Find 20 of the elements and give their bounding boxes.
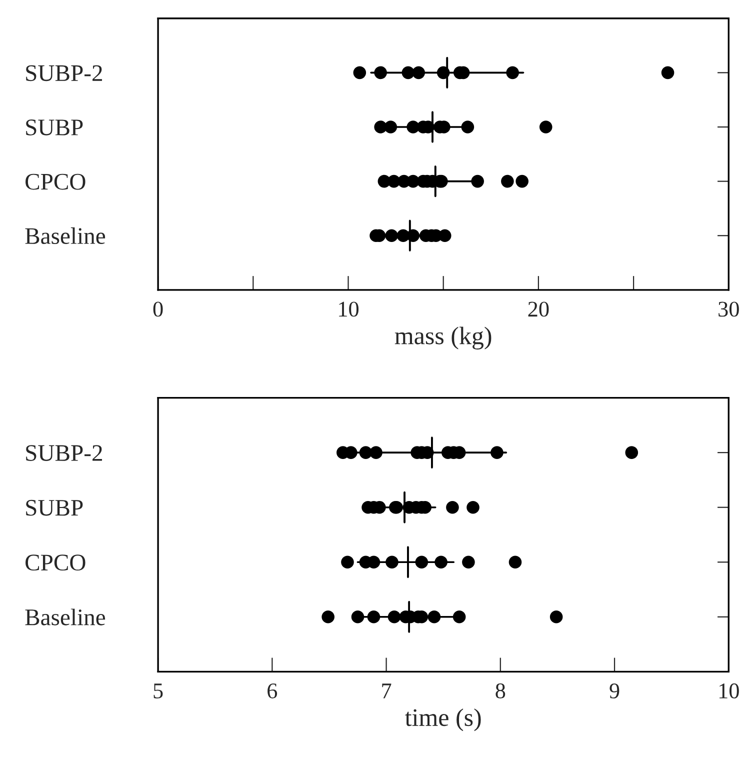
x-tick-label: 9 <box>610 683 620 698</box>
x-axis-title: mass (kg) <box>394 326 492 350</box>
x-tick-label: 0 <box>153 302 163 317</box>
y-tick-label: CPCO <box>26 174 86 190</box>
x-tick-label: 5 <box>154 684 163 698</box>
x-tick-label: 30 <box>718 302 739 317</box>
x-tick-label: 7 <box>382 684 392 698</box>
y-tick-label: SUBP <box>26 500 83 516</box>
y-tick-label: Baseline <box>25 227 106 244</box>
x-tick-label: 20 <box>528 302 549 317</box>
x-tick-label: 8 <box>496 683 506 698</box>
x-tick-label: 6 <box>268 683 278 698</box>
x-axis-title: time (s) <box>405 708 481 732</box>
y-tick-label: CPCO <box>26 554 86 571</box>
x-tick-label: 10 <box>719 683 739 698</box>
y-tick-label: Baseline <box>25 608 106 626</box>
y-tick-label: SUBP-2 <box>26 445 102 461</box>
x-tick-label: 10 <box>339 302 359 317</box>
y-tick-label: SUBP-2 <box>26 65 102 82</box>
y-tick-label: SUBP <box>26 120 83 136</box>
